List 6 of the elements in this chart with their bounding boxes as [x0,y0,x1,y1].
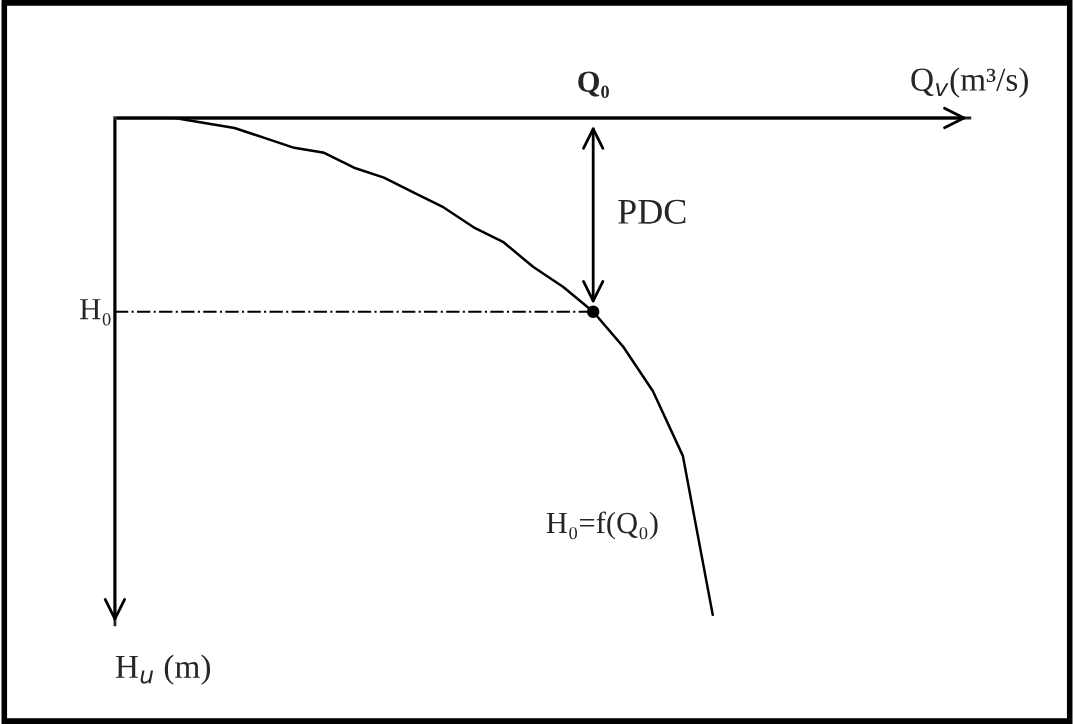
text: H$_{u}$ (m) [115,654,211,685]
annotation: H₀=f(Q₀) [546,511,658,540]
ref-line-label: H₀ [80,299,111,326]
text: Q$_{v}$(m³/s) [911,67,1028,98]
text: Q₀ [578,71,609,98]
annotation: PDC [618,199,686,224]
